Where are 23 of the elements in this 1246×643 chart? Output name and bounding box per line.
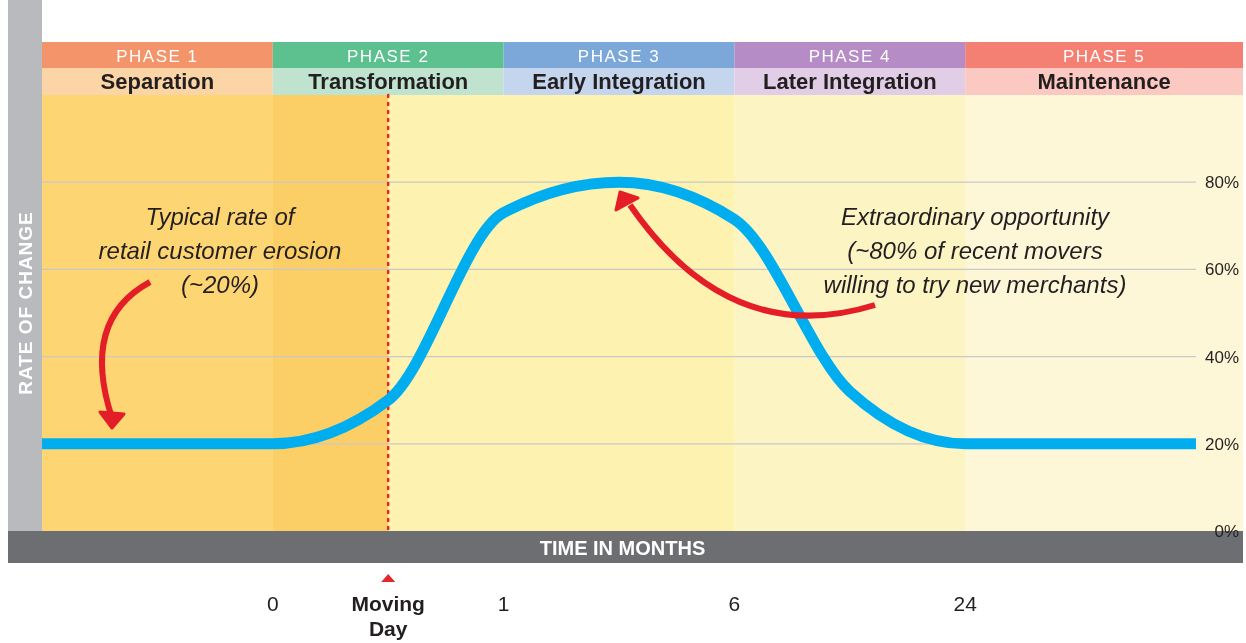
x-axis-title: TIME IN MONTHS <box>539 537 706 559</box>
text: PHASE 3 <box>577 47 661 66</box>
annotation: Typical rate of retail customer erosion (~20%) <box>98 203 342 298</box>
text: Early Integration <box>532 68 706 94</box>
x-tick-label: Moving Day <box>351 592 425 640</box>
y-tick-label: 60% <box>1204 260 1239 280</box>
text: Maintenance <box>1037 68 1171 94</box>
text: PHASE 4 <box>808 47 891 66</box>
text: Later Integration <box>763 68 937 94</box>
annotation: Extraordinary opportunity (~80% of recent movers willing to try new merchants) <box>823 203 1127 298</box>
x-tick-label: 1 <box>497 592 510 615</box>
text: PHASE 1 <box>116 47 199 66</box>
x-tick-label: 6 <box>728 592 741 615</box>
text: Separation <box>100 68 215 94</box>
y-tick-label: 80% <box>1204 173 1239 193</box>
y-tick-label: 40% <box>1204 347 1239 367</box>
y-axis-title: RATE OF CHANGE <box>15 211 36 395</box>
text: PHASE 2 <box>347 47 430 66</box>
x-tick-label: 24 <box>953 592 978 615</box>
text: Transformation <box>308 68 469 94</box>
y-tick-label: 20% <box>1204 434 1239 454</box>
x-tick-label: 0 <box>266 592 279 615</box>
text: PHASE 5 <box>1062 47 1146 66</box>
